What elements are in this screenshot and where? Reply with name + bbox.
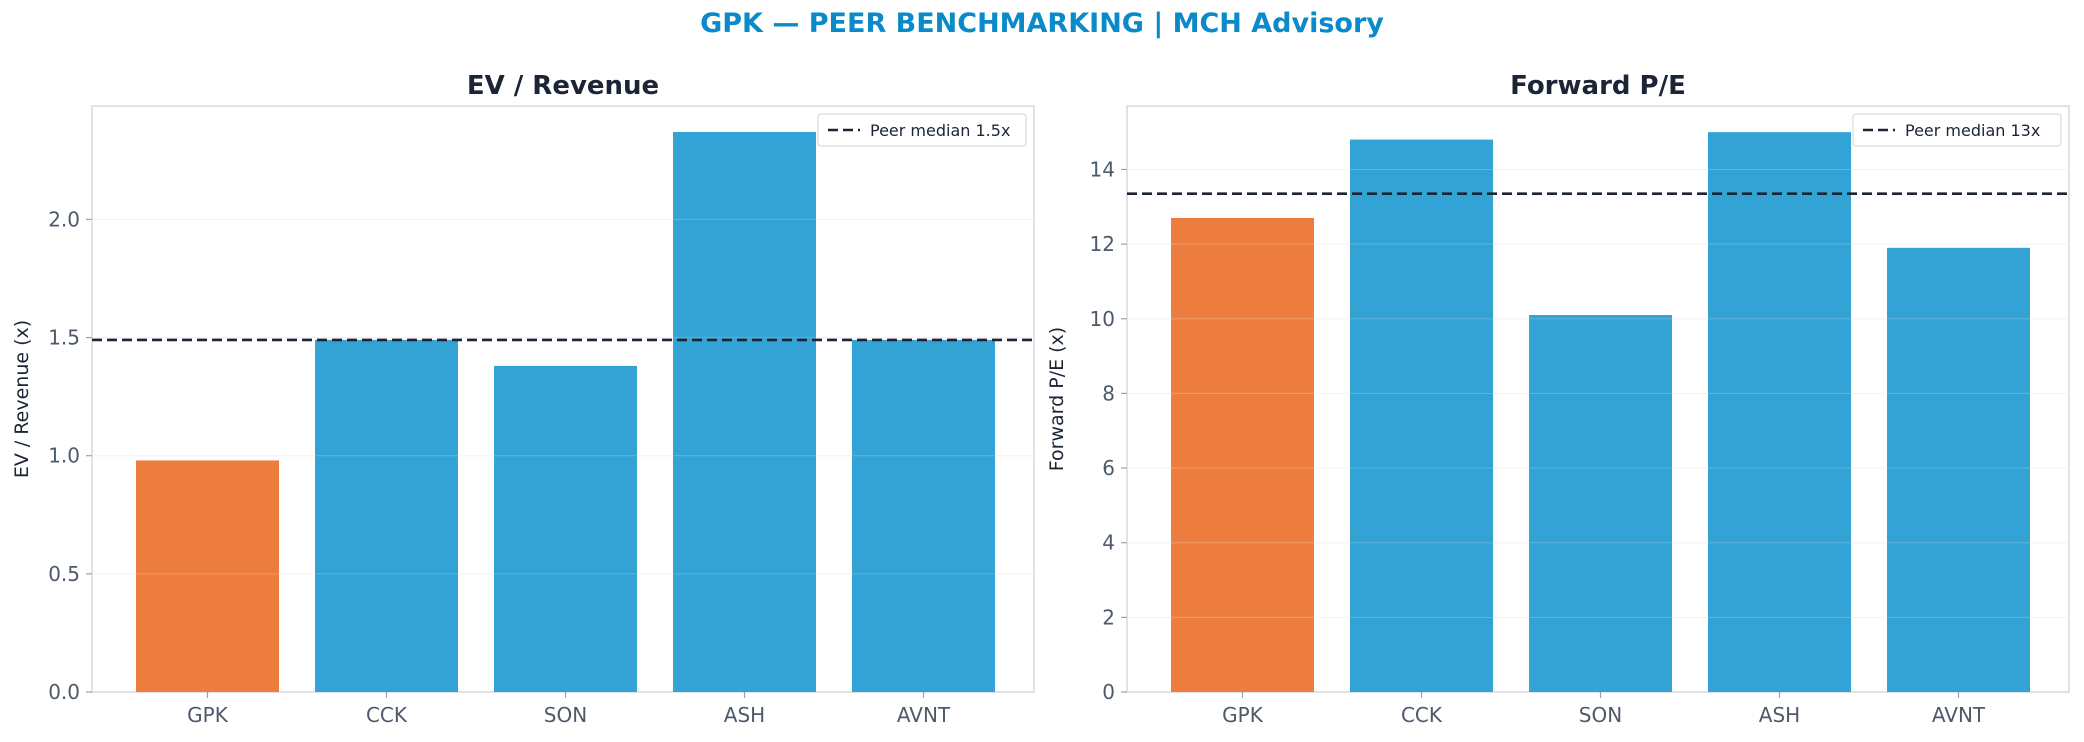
bar-cck [315, 339, 458, 692]
y-axis-label: Forward P/E (x) [1046, 327, 1068, 471]
chart-panel-1: EV / Revenue 0.0 0.5 1.0 1.5 2.0 EV / Revenue … [11, 71, 1035, 727]
y-tick-label: 14 [1090, 157, 1115, 181]
x-tick-label: SON [1579, 703, 1622, 727]
x-tick-label: ASH [724, 703, 765, 727]
legend-box [1852, 113, 2062, 147]
y-tick-label: 8 [1102, 381, 1115, 405]
bar-cck [1350, 139, 1493, 693]
y-tick-label: 6 [1102, 456, 1115, 480]
y-axis-label: EV / Revenue (x) [11, 320, 33, 478]
x-tick-label: CCK [1401, 703, 1443, 727]
y-tick-label: 1.5 [48, 326, 80, 350]
y-tick-label: 0.0 [48, 680, 80, 704]
bar-gpk [1171, 217, 1314, 692]
bar-ash [1708, 132, 1851, 693]
chart-title: Forward P/E [1510, 71, 1686, 101]
bar-avnt [852, 339, 995, 692]
y-tick-label: 2.0 [48, 207, 80, 231]
bar-son [494, 365, 637, 692]
y-tick-label: 12 [1090, 232, 1115, 256]
y-tick-label: 1.0 [48, 444, 80, 468]
chart-panel-2: Forward P/E 0 2 4 6 8 10 12 14 Forward P/E (x) GPK… [1046, 71, 2070, 727]
bar-avnt [1887, 247, 2030, 692]
x-tick-label: ASH [1759, 703, 1800, 727]
x-tick-label: GPK [187, 703, 229, 727]
y-tick-label: 0.5 [48, 562, 80, 586]
y-tick-label: 10 [1090, 307, 1115, 331]
y-tick-label: 0 [1102, 680, 1115, 704]
y-tick-label: 4 [1102, 531, 1115, 555]
x-tick-label: CCK [366, 703, 408, 727]
figure-title: GPK — PEER BENCHMARKING | MCH Advisory [700, 8, 1384, 39]
legend-label: Peer median 1.5x [870, 121, 1010, 140]
bar-gpk [136, 460, 279, 692]
bar-son [1529, 315, 1672, 692]
y-tick-label: 2 [1102, 605, 1115, 629]
x-tick-label: AVNT [1932, 703, 1986, 727]
x-tick-label: GPK [1222, 703, 1264, 727]
x-tick-label: SON [544, 703, 587, 727]
x-tick-label: AVNT [897, 703, 951, 727]
legend-label: Peer median 13x [1905, 121, 2040, 140]
bar-ash [673, 131, 816, 692]
chart-title: EV / Revenue [467, 71, 659, 101]
legend-box [817, 113, 1027, 147]
